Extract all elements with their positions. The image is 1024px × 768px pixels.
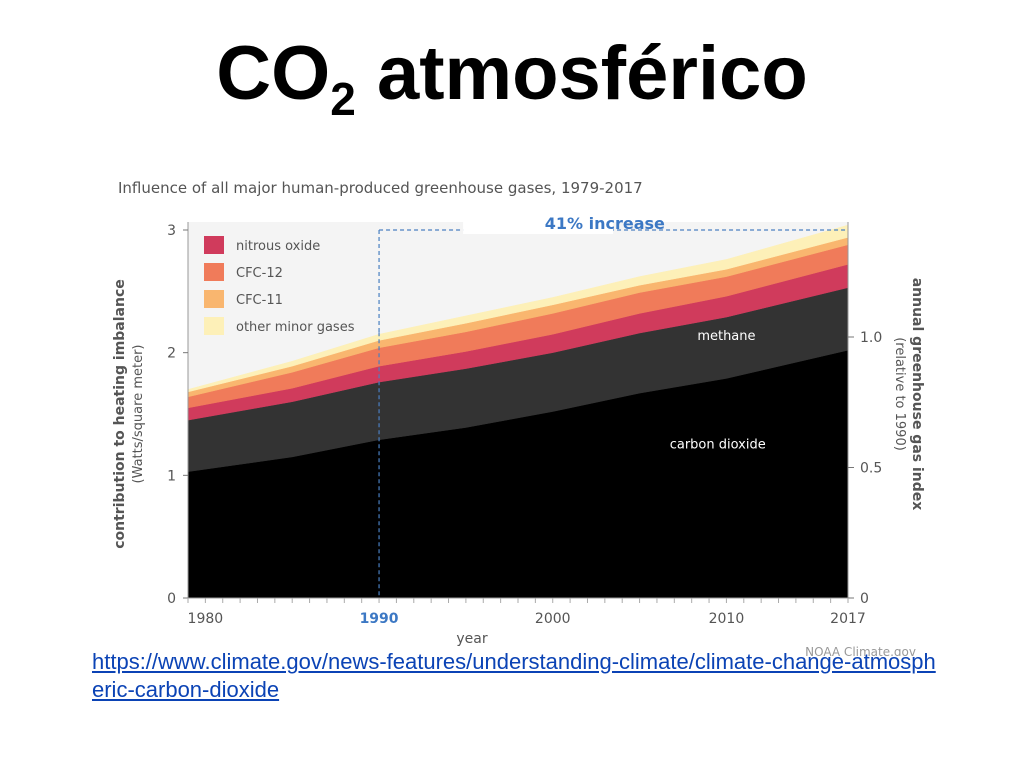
x-tick-label-2010: 2010	[709, 611, 745, 627]
legend-label-cfc-12: CFC-12	[236, 266, 283, 281]
y-tick-label-2: 2	[167, 346, 176, 362]
x-tick-label-1990: 1990	[360, 611, 399, 627]
y2-axis-title: annual greenhouse gas index	[909, 278, 925, 511]
x-tick-label-2000: 2000	[535, 611, 571, 627]
y2-axis-units: (relative to 1990)	[892, 337, 907, 451]
area-label-carbon-dioxide: carbon dioxide	[670, 437, 766, 452]
legend-label-nitrous-oxide: nitrous oxide	[236, 239, 320, 254]
source-link[interactable]: https://www.climate.gov/news-features/un…	[92, 649, 936, 702]
legend-swatch-cfc-12	[204, 263, 224, 281]
y2-tick-label-0: 0	[860, 591, 869, 607]
chart-credit: NOAA Climate.gov	[805, 645, 916, 656]
legend-label-cfc-11: CFC-11	[236, 293, 283, 308]
y-axis-units: (Watts/square meter)	[131, 344, 146, 483]
y-tick-label-1: 1	[167, 468, 176, 484]
ghg-area-chart: Influence of all major human-produced gr…	[112, 179, 925, 656]
x-tick-label-1980: 1980	[188, 611, 224, 627]
area-label-methane: methane	[697, 329, 755, 344]
increase-annotation: 41% increase	[545, 214, 665, 233]
legend-label-other-minor-gases: other minor gases	[236, 320, 355, 335]
y-tick-label-3: 3	[167, 223, 176, 239]
x-tick-label-2017: 2017	[830, 611, 866, 627]
slide-title: CO2 atmosférico	[216, 31, 808, 126]
y2-tick-label-0-5: 0.5	[860, 461, 882, 477]
y-axis-title: contribution to heating imbalance	[112, 279, 128, 549]
chart-title: Influence of all major human-produced gr…	[118, 179, 643, 197]
y2-tick-label-1: 1.0	[860, 330, 882, 346]
legend-swatch-other-minor-gases	[204, 317, 224, 335]
y-tick-label-0: 0	[167, 591, 176, 607]
legend-swatch-cfc-11	[204, 290, 224, 308]
x-axis-title: year	[456, 631, 487, 647]
legend-swatch-nitrous-oxide	[204, 236, 224, 254]
annotation-bg	[463, 212, 614, 234]
